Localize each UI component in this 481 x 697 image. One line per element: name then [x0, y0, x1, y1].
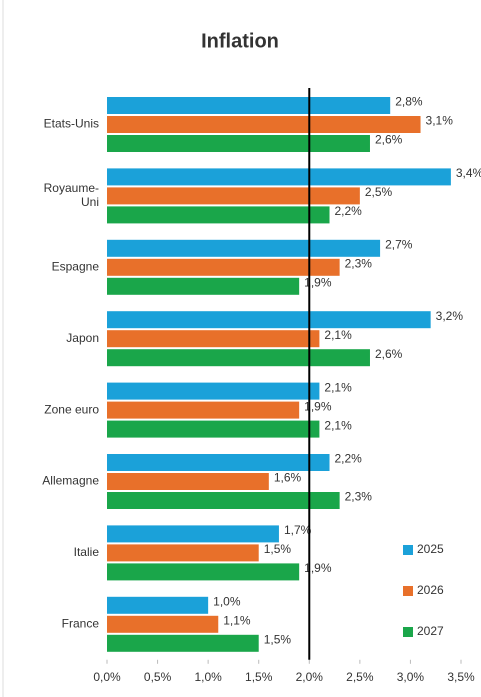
value-label: 2,6% [375, 347, 403, 361]
bar [107, 563, 300, 581]
x-tick-label: 0,5% [144, 670, 172, 684]
value-label: 1,9% [304, 399, 332, 413]
bar [107, 525, 279, 543]
value-label: 1,5% [264, 632, 292, 646]
value-label: 2,1% [324, 418, 352, 432]
x-tick-label: 2,0% [296, 670, 324, 684]
y-tick-label: Japon [66, 331, 99, 345]
value-label: 3,1% [426, 114, 454, 128]
legend-swatch [403, 545, 413, 555]
value-label: 2,6% [375, 133, 403, 147]
value-label: 2,5% [365, 185, 393, 199]
bar [107, 97, 391, 114]
bar [107, 135, 370, 152]
bar [107, 116, 421, 133]
legend-label: 2027 [417, 624, 444, 638]
y-tick-label: Royaume-Uni [44, 181, 99, 209]
bar [107, 544, 259, 562]
bar [107, 330, 320, 348]
value-label: 1,0% [213, 594, 241, 608]
value-label: 1,9% [304, 275, 332, 289]
value-label: 1,1% [223, 613, 251, 627]
value-label: 2,1% [324, 328, 352, 342]
value-label: 3,2% [436, 309, 464, 323]
value-label: 2,2% [335, 452, 363, 466]
value-label: 1,7% [284, 523, 312, 537]
value-label: 3,4% [456, 166, 481, 180]
value-label: 1,6% [274, 471, 302, 485]
value-label: 2,3% [345, 256, 373, 270]
bar [107, 239, 381, 257]
y-tick-label: France [62, 616, 100, 630]
legend-label: 2025 [417, 542, 444, 556]
x-tick-label: 1,5% [245, 670, 273, 684]
bar [107, 311, 431, 329]
value-label: 2,7% [385, 237, 413, 251]
x-tick-label: 3,5% [447, 670, 475, 684]
bar [107, 168, 451, 186]
value-label: 2,3% [345, 490, 373, 504]
bar [107, 187, 360, 205]
bar [107, 634, 259, 652]
value-label: 2,8% [395, 95, 423, 109]
bar [107, 401, 300, 419]
y-tick-label: Allemagne [42, 474, 99, 488]
legend-swatch [403, 627, 413, 637]
value-label: 1,5% [264, 542, 292, 556]
y-tick-label: Etats-Unis [44, 117, 99, 131]
bar [107, 454, 330, 471]
bar [107, 258, 340, 276]
bar [107, 492, 340, 509]
bar [107, 382, 320, 400]
x-tick-label: 0,0% [93, 670, 121, 684]
bar [107, 596, 209, 614]
x-tick-label: 3,0% [397, 670, 425, 684]
bar [107, 277, 300, 295]
y-tick-label: Espagne [52, 259, 100, 273]
bar [107, 206, 330, 224]
bar [107, 420, 320, 438]
value-label: 2,2% [335, 204, 363, 218]
x-tick-label: 2,5% [346, 670, 374, 684]
value-label: 1,9% [304, 561, 332, 575]
bar [107, 473, 269, 490]
bar [107, 349, 370, 367]
y-tick-label: Zone euro [44, 402, 99, 416]
value-label: 2,1% [324, 380, 352, 394]
legend-label: 2026 [417, 583, 444, 597]
chart-title: Inflation [201, 30, 279, 52]
x-tick-label: 1,0% [194, 670, 222, 684]
legend-swatch [403, 586, 413, 596]
bar [107, 615, 219, 633]
y-tick-label: Italie [74, 545, 100, 559]
